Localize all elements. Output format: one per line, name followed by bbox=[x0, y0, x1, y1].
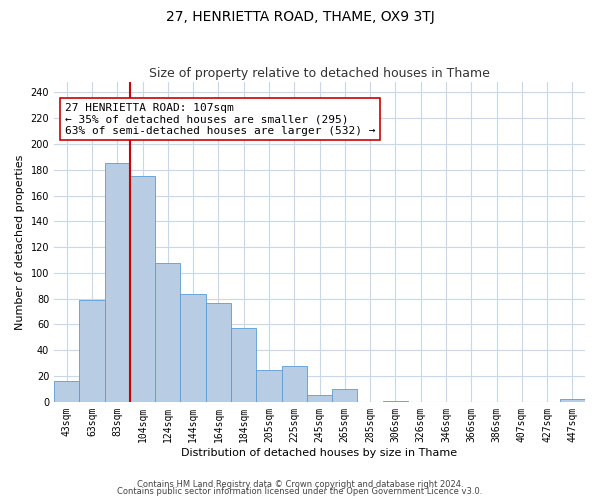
Bar bbox=[79, 300, 104, 402]
Bar bbox=[307, 396, 332, 402]
Text: 27 HENRIETTA ROAD: 107sqm
← 35% of detached houses are smaller (295)
63% of semi: 27 HENRIETTA ROAD: 107sqm ← 35% of detac… bbox=[65, 103, 375, 136]
X-axis label: Distribution of detached houses by size in Thame: Distribution of detached houses by size … bbox=[181, 448, 458, 458]
Y-axis label: Number of detached properties: Number of detached properties bbox=[15, 154, 25, 330]
Bar bbox=[155, 262, 181, 402]
Bar bbox=[231, 328, 256, 402]
Bar bbox=[181, 294, 206, 402]
Bar bbox=[256, 370, 281, 402]
Text: 27, HENRIETTA ROAD, THAME, OX9 3TJ: 27, HENRIETTA ROAD, THAME, OX9 3TJ bbox=[166, 10, 434, 24]
Title: Size of property relative to detached houses in Thame: Size of property relative to detached ho… bbox=[149, 66, 490, 80]
Bar bbox=[130, 176, 155, 402]
Text: Contains HM Land Registry data © Crown copyright and database right 2024.: Contains HM Land Registry data © Crown c… bbox=[137, 480, 463, 489]
Bar bbox=[281, 366, 307, 402]
Bar bbox=[206, 302, 231, 402]
Bar bbox=[383, 400, 408, 402]
Bar bbox=[332, 389, 358, 402]
Bar bbox=[54, 381, 79, 402]
Bar bbox=[560, 400, 585, 402]
Text: Contains public sector information licensed under the Open Government Licence v3: Contains public sector information licen… bbox=[118, 487, 482, 496]
Bar bbox=[104, 164, 130, 402]
